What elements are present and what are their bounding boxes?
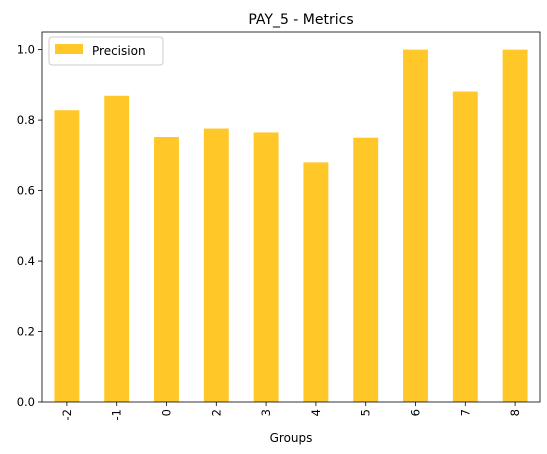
legend: Precision	[48, 36, 164, 66]
x-tick-label: 5	[359, 409, 373, 416]
bar-3	[253, 132, 279, 402]
plot-frame	[41, 31, 541, 403]
bar-4	[303, 162, 329, 402]
bar--2	[54, 110, 80, 402]
bar-0	[154, 137, 179, 402]
bar-5	[353, 137, 379, 402]
y-tick-label: 0.8	[17, 113, 35, 127]
x-tick-label: 4	[309, 409, 323, 416]
y-tick-label: 0.2	[17, 325, 35, 339]
legend-swatch	[55, 44, 83, 54]
chart-title: PAY_5 - Metrics	[248, 12, 353, 28]
x-tick-label: 3	[259, 409, 273, 416]
x-tick-label: 0	[160, 409, 174, 416]
x-tick-label: -1	[110, 409, 124, 420]
axes-layer: -2 -1 0 2 3 4 5 6 7 8 0.0 0.2 0.4 0.6 0.8 1.0	[17, 31, 541, 420]
y-tick-label: 0.0	[17, 395, 35, 409]
x-tick-label: -2	[60, 409, 74, 420]
y-tick-label: 1.0	[17, 43, 35, 57]
y-tick-label: 0.4	[17, 254, 35, 268]
bar-6	[403, 49, 428, 403]
y-tick-label: 0.6	[17, 184, 35, 198]
legend-label-precision: Precision	[92, 44, 146, 58]
x-tick-label: 7	[458, 409, 472, 416]
bar-2	[203, 128, 229, 403]
bar-7	[452, 91, 478, 403]
bar-8	[502, 49, 528, 403]
x-tick-label: 2	[209, 409, 223, 416]
x-tick-label: 6	[409, 409, 423, 416]
bar--1	[104, 95, 130, 402]
x-axis-label: Groups	[270, 431, 313, 445]
bars-layer	[54, 49, 528, 403]
x-tick-label: 8	[508, 409, 522, 416]
